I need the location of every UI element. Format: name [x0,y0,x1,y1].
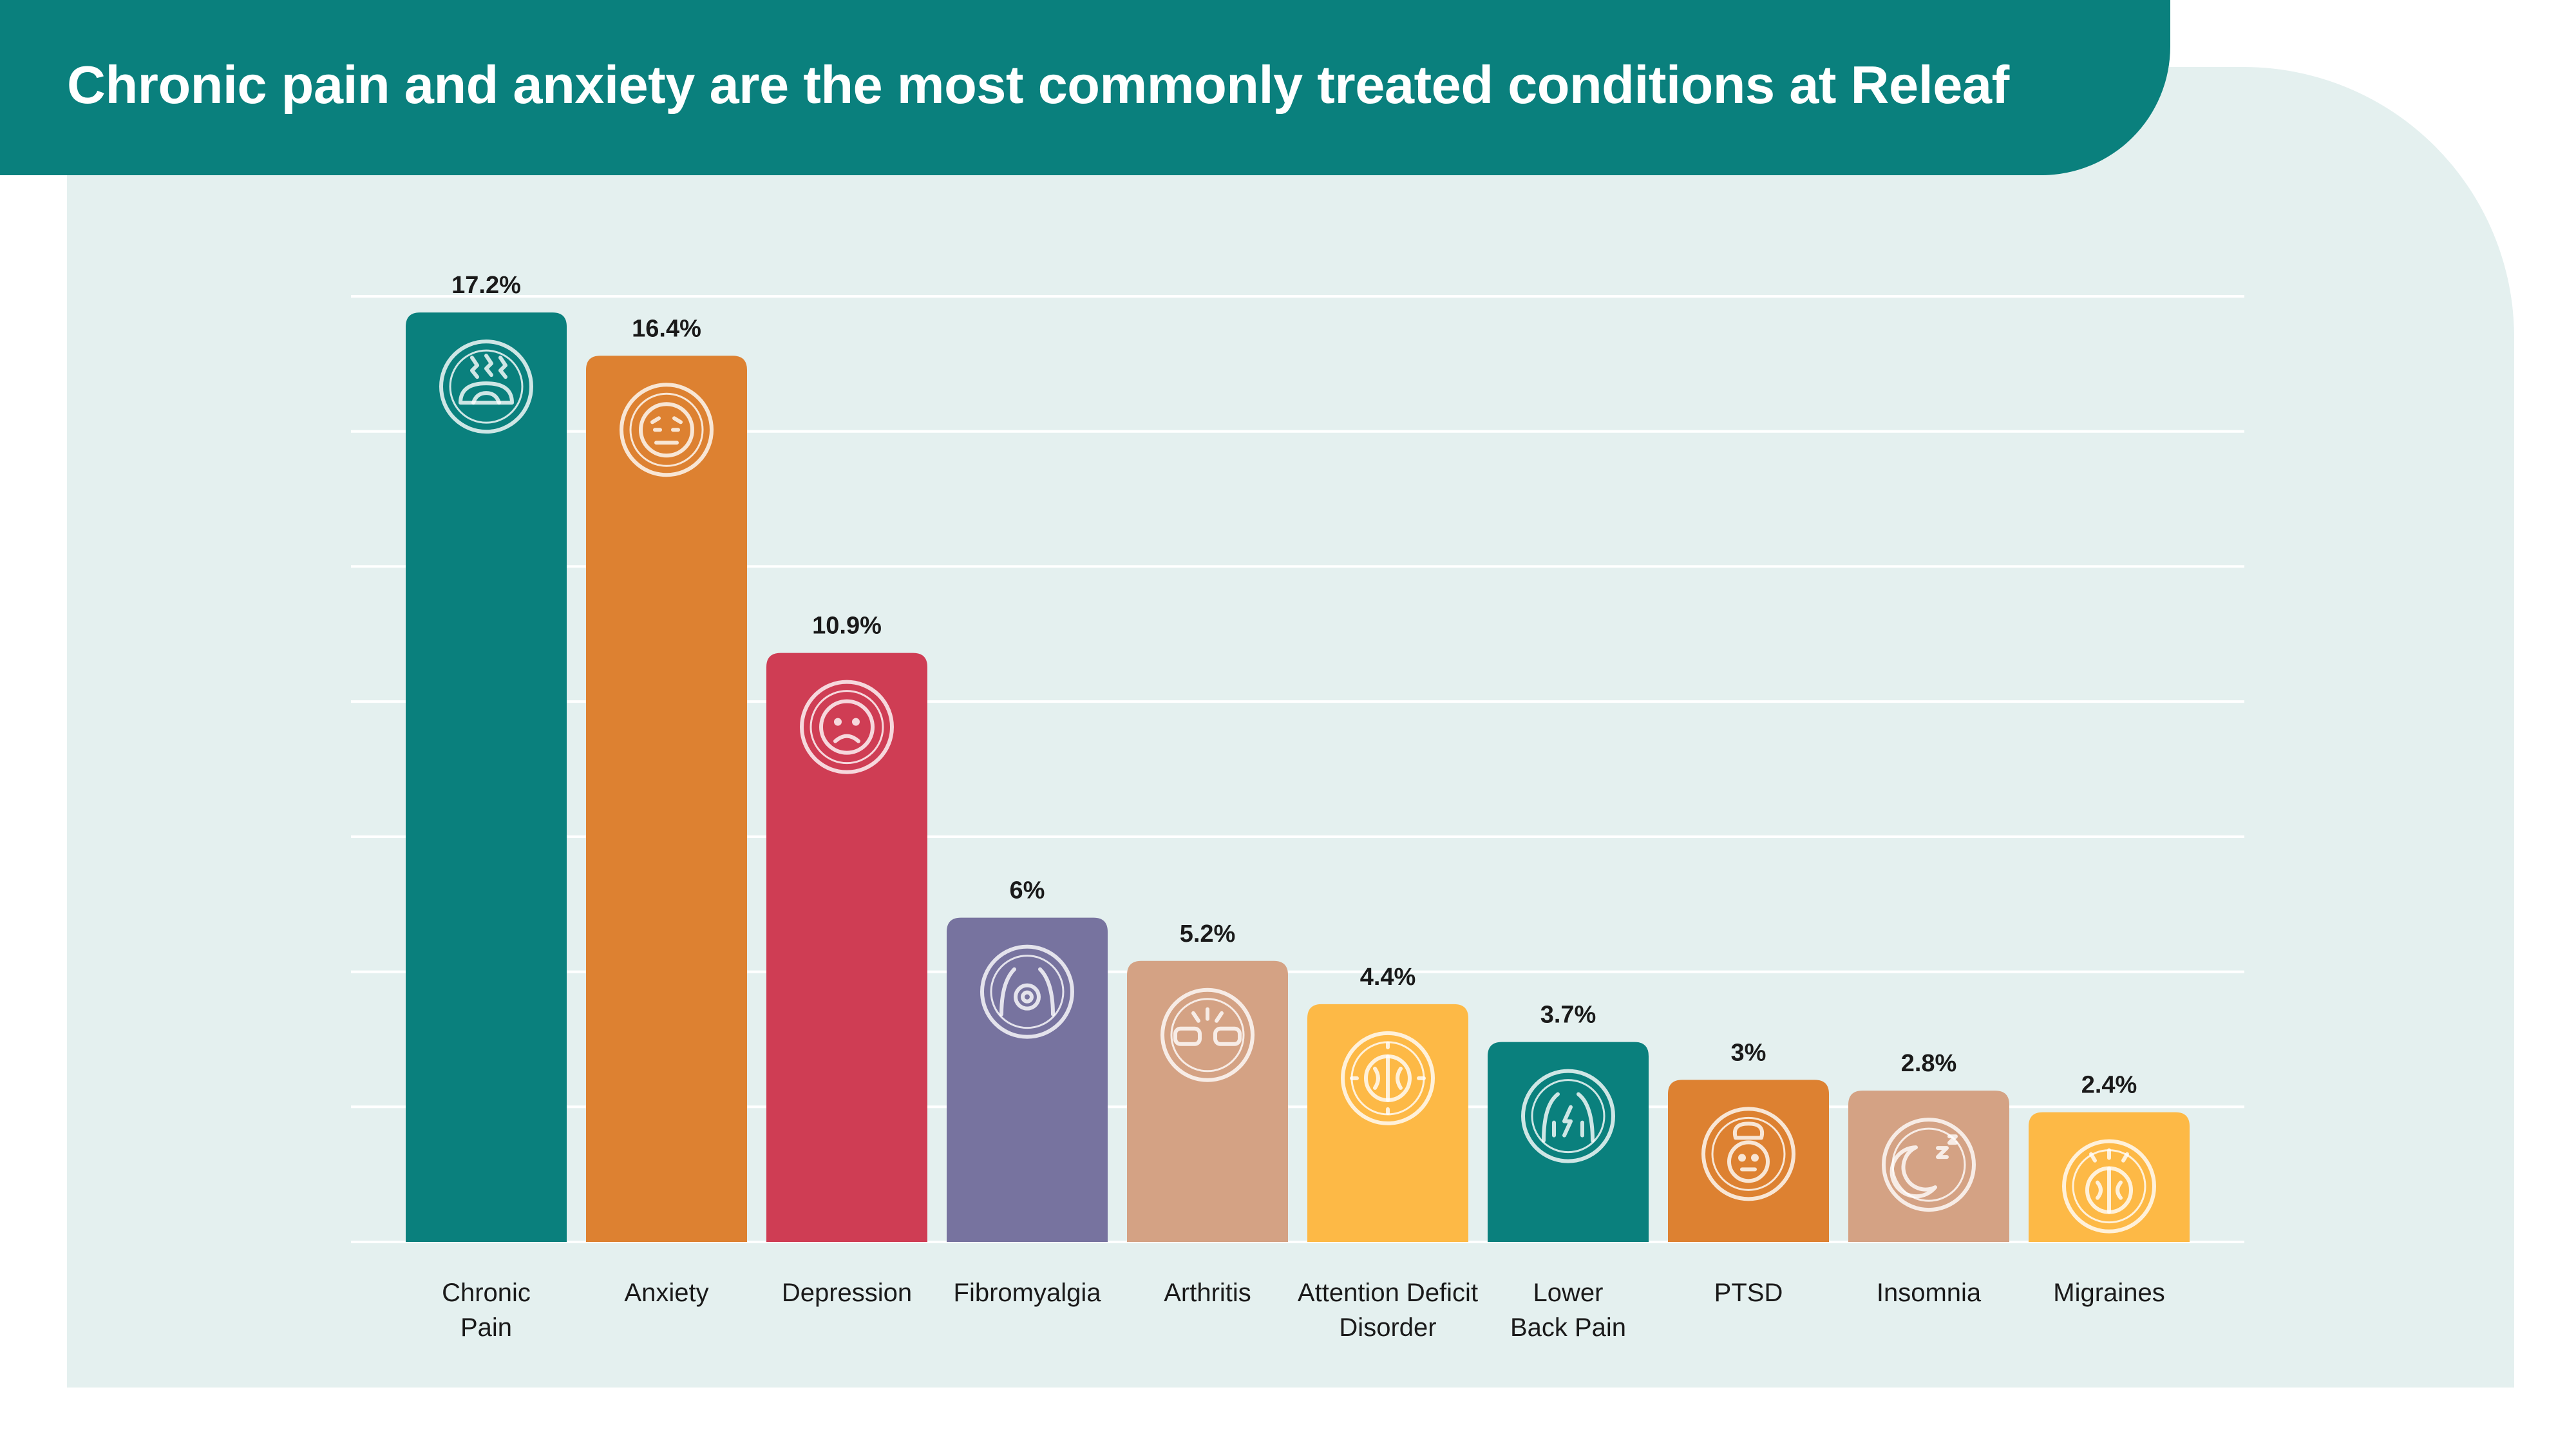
bar [1668,1080,1829,1242]
brain-pain-icon [439,339,533,434]
x-tick-label: Migraines [2053,1279,2164,1307]
data-label: 10.9% [812,613,882,640]
bar [1848,1091,2009,1242]
sad-face-icon [800,680,894,774]
data-label: 2.4% [2081,1072,2137,1099]
bar-group [1307,1004,1468,1242]
bar [766,653,927,1242]
bar [947,917,1108,1242]
x-tick-label: Disorder [1339,1313,1436,1342]
x-tick-label: Pain [460,1313,512,1342]
bar [406,312,567,1242]
bar [586,356,747,1242]
x-tick-label: Arthritis [1164,1279,1251,1307]
page-title: Chronic pain and anxiety are the most co… [67,55,2009,115]
bar-group [1488,1042,1649,1242]
back-pain-icon [1521,1069,1615,1163]
anxious-face-icon [620,383,714,477]
bar [1127,960,1288,1242]
bars [406,312,2190,1242]
x-tick-label: Anxiety [624,1279,708,1307]
bar-group [1668,1080,1829,1242]
moon-sleep-icon [1882,1118,1976,1212]
x-tick-label: Depression [782,1279,912,1307]
bar-group [406,312,567,1242]
x-tick-label: Chronic [442,1279,531,1307]
x-tick-label: PTSD [1714,1279,1783,1307]
data-label: 17.2% [451,272,521,299]
x-tick-label: Attention Deficit [1298,1279,1478,1307]
data-label: 3.7% [1540,1002,1596,1029]
bar-group [586,356,747,1242]
data-labels: 17.2% 16.4% 10.9% 6% 5.2% 4.4% 3.7% 3% 2.8% 2.4% [451,272,2137,1099]
torso-fibromyalgia-icon [980,944,1074,1039]
data-label: 16.4% [632,315,701,342]
x-tick-label: Insomnia [1877,1279,1982,1307]
x-axis-labels: Chronic Pain Anxiety Depression Fibromyalgia… [442,1279,2165,1342]
x-tick-label: Lower [1533,1279,1604,1307]
bar-group [766,653,927,1242]
x-tick-label: Fibromyalgia [954,1279,1102,1307]
data-label: 6% [1010,877,1045,904]
brain-focus-icon [1341,1031,1435,1125]
bar-group [1848,1091,2009,1242]
joint-arthritis-icon [1160,987,1255,1082]
data-label: 4.4% [1360,964,1416,991]
bar-group [2029,1112,2190,1242]
data-label: 2.8% [1901,1050,1957,1077]
title-banner: Chronic pain and anxiety are the most co… [0,0,2170,175]
data-label: 3% [1731,1039,1766,1066]
data-label: 5.2% [1180,921,1236,948]
bar-group [947,917,1108,1242]
ptsd-head-icon [1701,1107,1795,1201]
x-tick-label: Back Pain [1510,1313,1626,1342]
brain-migraine-icon [2062,1139,2156,1234]
bar-group [1127,960,1288,1242]
